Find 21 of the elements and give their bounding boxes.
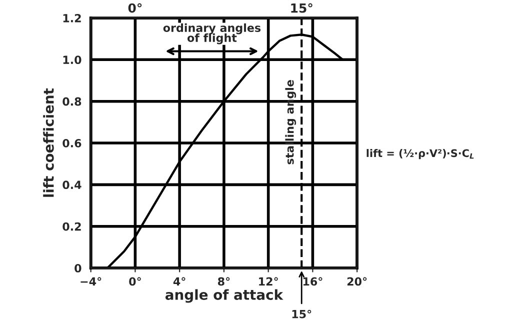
x-tick-label: −4° (80, 277, 102, 286)
y-tick-label: 0 (74, 264, 82, 272)
y-tick-label: 0.6 (62, 138, 82, 148)
x-axis-title: angle of attack (165, 289, 284, 303)
x-tick-label: 20° (347, 277, 367, 286)
text: lift = (½·ρ·V²)·S·C$_{L}$ (366, 149, 474, 160)
x2-tick-label: 15° (291, 3, 312, 13)
x-tick-label: 12° (259, 277, 278, 286)
y-tick-label: 1.0 (63, 56, 82, 64)
annotation: 15° (292, 310, 312, 318)
x2-tick-label: 0° (128, 3, 142, 13)
x-tick-label: 0° (129, 277, 141, 286)
y-tick-label: 0.4 (62, 180, 82, 190)
x-tick-label: 8° (218, 277, 230, 286)
y-tick-label: 0.8 (62, 97, 82, 106)
y-tick-label: 1.2 (63, 14, 81, 22)
x-tick-label: 16° (303, 277, 322, 286)
x-tick-label: 4° (173, 277, 186, 286)
y-axis-title: lift coefficient (43, 88, 54, 197)
annotation: ordinary angles of flight (163, 23, 261, 44)
y-tick-label: 0.2 (62, 222, 81, 231)
